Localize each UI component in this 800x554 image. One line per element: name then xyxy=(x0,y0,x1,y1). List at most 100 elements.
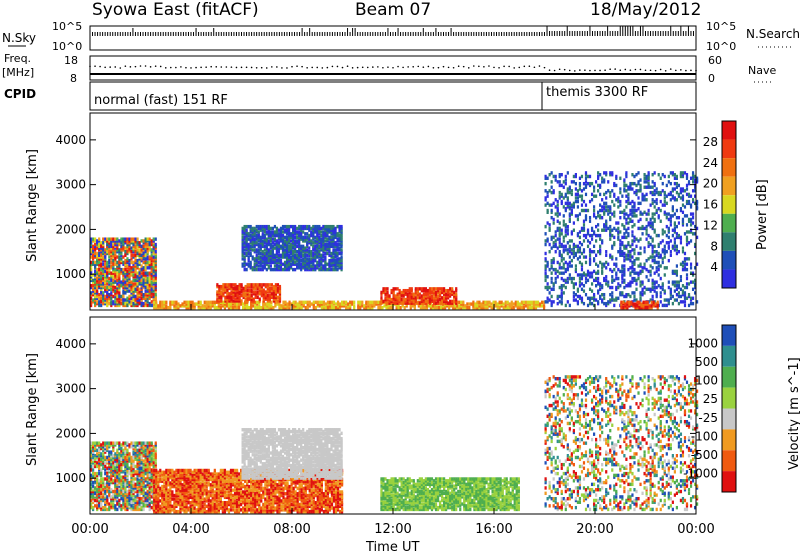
freq-point xyxy=(351,67,354,69)
heatmap-cell xyxy=(490,302,493,306)
heatmap-cell xyxy=(294,241,297,245)
heatmap-cell xyxy=(625,172,628,177)
freq-point xyxy=(281,67,283,69)
heatmap-cell xyxy=(635,257,638,261)
heatmap-cell xyxy=(310,257,313,261)
heatmap-cell xyxy=(609,208,612,213)
heatmap-cell xyxy=(663,210,666,215)
heatmap-cell xyxy=(96,296,99,300)
heatmap-cell xyxy=(94,441,97,445)
cpid-label: CPID xyxy=(4,87,36,101)
heatmap-cell xyxy=(237,304,241,308)
heatmap-cell xyxy=(675,198,678,202)
heatmap-cell xyxy=(343,302,346,306)
heatmap-cell xyxy=(116,278,119,283)
heatmap-cell xyxy=(150,258,153,263)
heatmap-cell xyxy=(607,226,610,231)
heatmap-cell xyxy=(266,295,269,300)
heatmap-cell xyxy=(556,226,559,231)
heatmap-cell xyxy=(578,294,582,299)
heatmap-cell xyxy=(120,257,123,261)
y-tick-label: 1000 xyxy=(55,267,86,281)
heatmap-cell xyxy=(643,246,646,250)
heatmap-cell xyxy=(108,294,111,299)
heatmap-cell xyxy=(132,282,135,286)
heatmap-cell xyxy=(120,298,123,302)
heatmap-cell xyxy=(282,304,285,308)
heatmap-cell xyxy=(556,203,559,207)
heatmap-cell xyxy=(276,295,280,300)
heatmap-cell xyxy=(144,294,147,299)
heatmap-cell xyxy=(314,255,317,259)
heatmap-cell xyxy=(114,292,117,297)
heatmap-cell xyxy=(246,293,249,298)
heatmap-cell xyxy=(554,244,557,249)
heatmap-cell xyxy=(126,273,129,277)
heatmap-cell xyxy=(605,260,608,265)
heatmap-cell xyxy=(558,212,561,216)
heatmap-cell xyxy=(560,300,563,304)
freq-point xyxy=(493,66,495,69)
heatmap-cell xyxy=(132,241,135,245)
heatmap-cell xyxy=(685,257,689,261)
heatmap-cell xyxy=(144,285,147,290)
heatmap-cell xyxy=(279,237,283,241)
heatmap-cell xyxy=(651,250,654,254)
heatmap-cell xyxy=(122,284,125,288)
heatmap-cell xyxy=(628,300,631,304)
heatmap-cell xyxy=(247,224,250,229)
heatmap-cell xyxy=(300,228,303,232)
heatmap-cell xyxy=(296,241,299,245)
heatmap-cell xyxy=(338,248,341,252)
heatmap-cell xyxy=(530,300,534,304)
heatmap-cell xyxy=(330,237,333,241)
heatmap-cell xyxy=(110,291,113,295)
heatmap-cell xyxy=(312,264,315,268)
heatmap-cell xyxy=(399,305,402,310)
heatmap-cell xyxy=(657,264,660,268)
heatmap-cell xyxy=(681,219,685,223)
heatmap-cell xyxy=(326,302,330,306)
heatmap-cell xyxy=(150,248,153,252)
heatmap-cell xyxy=(657,244,660,249)
heatmap-cell xyxy=(92,257,95,261)
heatmap-cell xyxy=(316,244,319,249)
heatmap-cell xyxy=(642,304,645,308)
heatmap-cell xyxy=(98,239,101,243)
heatmap-cell xyxy=(550,266,553,270)
heatmap-cell xyxy=(601,239,604,243)
heatmap-cell xyxy=(675,215,678,220)
heatmap-cell xyxy=(112,258,115,263)
heatmap-cell xyxy=(249,246,252,250)
heatmap-cell xyxy=(430,288,434,293)
heatmap-cell xyxy=(586,303,590,308)
freq-point xyxy=(336,65,339,68)
heatmap-cell xyxy=(306,264,309,268)
heatmap-cell xyxy=(326,242,329,247)
heatmap-cell xyxy=(558,228,561,232)
heatmap-cell xyxy=(116,267,119,272)
heatmap-cell xyxy=(222,283,225,287)
heatmap-cell xyxy=(643,285,646,290)
heatmap-cell xyxy=(691,296,695,300)
freq-point xyxy=(533,66,536,69)
heatmap-cell xyxy=(100,276,103,281)
heatmap-cell xyxy=(599,248,602,252)
heatmap-cell xyxy=(347,305,350,310)
heatmap-cell xyxy=(574,174,577,179)
heatmap-cell xyxy=(128,301,131,306)
heatmap-cell xyxy=(534,300,538,304)
heatmap-cell xyxy=(279,260,283,265)
heatmap-cell xyxy=(647,244,650,249)
heatmap-cell xyxy=(314,251,317,256)
heatmap-cell xyxy=(227,302,231,306)
heatmap-cell xyxy=(310,239,313,243)
heatmap-cell xyxy=(267,232,270,236)
heatmap-cell xyxy=(136,266,139,270)
heatmap-cell xyxy=(558,190,561,195)
heatmap-cell xyxy=(285,244,289,249)
heatmap-cell xyxy=(340,251,343,256)
heatmap-cell xyxy=(257,255,260,259)
heatmap-cell xyxy=(486,302,489,306)
